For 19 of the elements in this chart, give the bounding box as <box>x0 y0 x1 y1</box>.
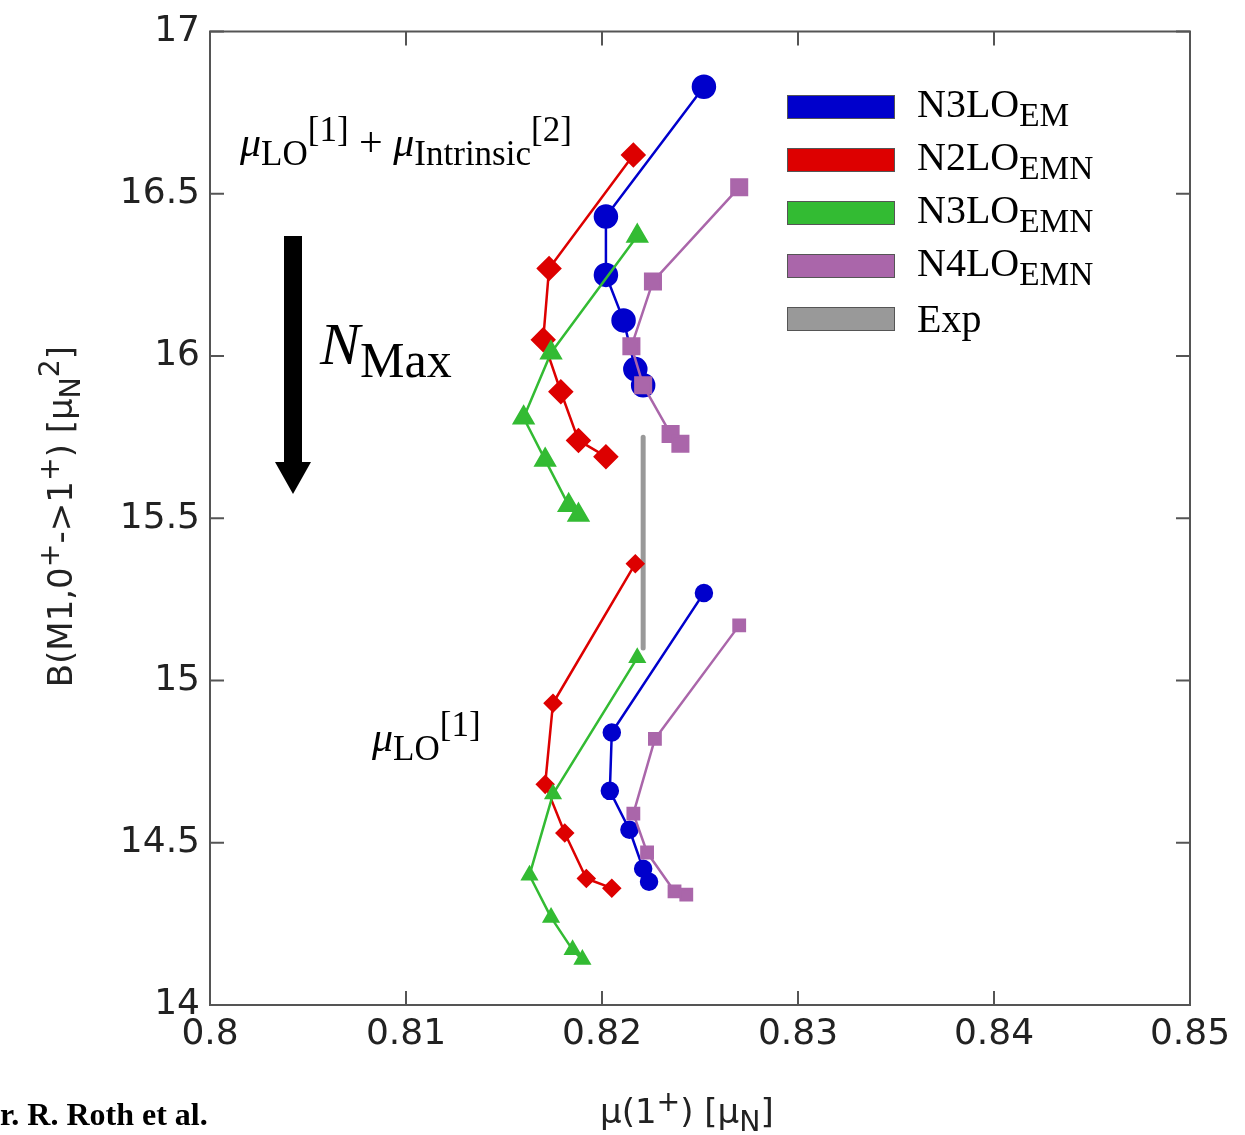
x-tick-label: 0.82 <box>561 1010 643 1052</box>
legend-label: N4LO$_{EMN}$ <box>917 238 1094 293</box>
x-tick-label: 0.84 <box>953 1010 1035 1052</box>
y-tick-label: 16 <box>154 332 200 374</box>
y-tick-label: 16.5 <box>119 170 200 212</box>
legend-label: N3LO$_{EM}$ <box>917 79 1070 134</box>
legend-label: N3LO$_{EMN}$ <box>917 185 1094 240</box>
y-tick-label: 15 <box>154 656 200 698</box>
legend-label: N2LO$_{EMN}$ <box>917 132 1094 187</box>
y-tick-label: 14.5 <box>119 819 200 861</box>
x-tick-label: 0.83 <box>757 1010 839 1052</box>
x-tick-label: 0.85 <box>1149 1010 1231 1052</box>
annotation: N$_{Max}$ <box>320 311 452 388</box>
y-tick-label: 15.5 <box>119 494 200 536</box>
x-axis-title: μ(1$^{+}$) [μ$_{N}$] <box>600 1085 774 1135</box>
y-tick-label: 17 <box>154 7 200 49</box>
legend-label: Exp <box>917 295 982 342</box>
text: r. R. Roth et al. <box>0 1096 208 1133</box>
x-tick-label: 0.81 <box>365 1010 447 1052</box>
